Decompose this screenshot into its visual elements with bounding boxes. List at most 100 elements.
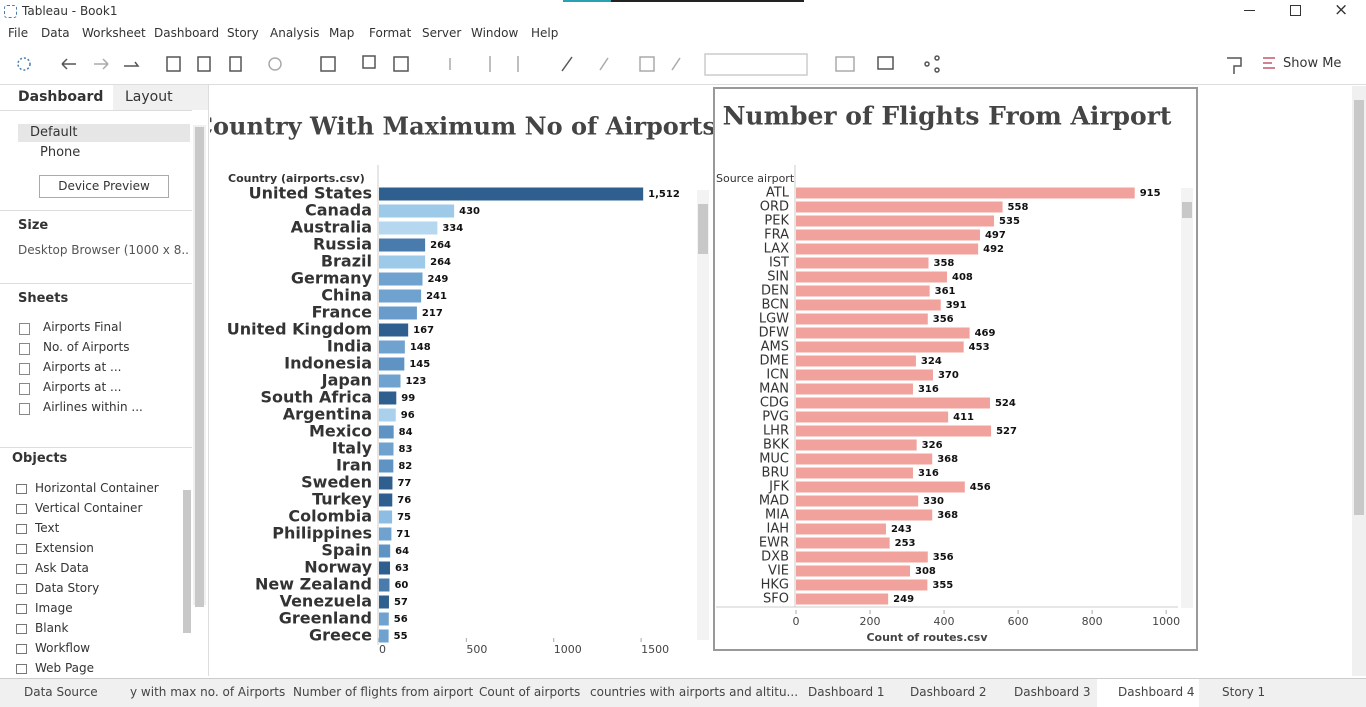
tool-icons xyxy=(17,53,1275,76)
object[interactable]: Ask Data xyxy=(35,561,89,575)
object[interactable]: Image xyxy=(35,601,73,615)
menu-item[interactable]: Dashboard xyxy=(154,26,220,40)
category-label: JFK xyxy=(768,480,789,495)
scroll-thumb[interactable] xyxy=(698,204,708,254)
scroll-thumb[interactable] xyxy=(183,490,191,633)
sheet[interactable]: No. of Airports xyxy=(43,340,130,354)
category-label: BCN xyxy=(762,298,790,313)
value-label: 316 xyxy=(918,468,939,479)
size-select[interactable]: Desktop Browser (1000 x 8... xyxy=(18,243,188,257)
category-label: Australia xyxy=(291,218,372,237)
bar xyxy=(379,527,392,541)
value-label: 492 xyxy=(983,244,1004,255)
y-axis-title: Country (airports.csv) xyxy=(228,172,365,185)
value-label: 241 xyxy=(426,291,447,302)
bar xyxy=(796,243,979,255)
menu-item[interactable]: File xyxy=(8,26,29,40)
category-label: AMS xyxy=(761,340,789,355)
bar xyxy=(379,459,394,473)
menu-item[interactable]: Help xyxy=(531,26,559,40)
category-label: MAN xyxy=(759,382,789,397)
sheet-tab[interactable]: y with max no. of Airports xyxy=(130,685,286,699)
sheet-tab[interactable]: Data Source xyxy=(24,685,98,699)
scroll-thumb[interactable] xyxy=(1182,202,1192,218)
value-label: 527 xyxy=(996,426,1017,437)
sheet-tab[interactable]: Dashboard 1 xyxy=(808,685,885,699)
value-label: 356 xyxy=(933,314,954,325)
sheet-tab[interactable]: Count of airports xyxy=(479,685,581,699)
value-label: 63 xyxy=(395,563,409,574)
device[interactable]: Default xyxy=(30,125,78,140)
category-label: South Africa xyxy=(260,388,372,407)
value-label: 308 xyxy=(915,566,936,577)
category-label: ICN xyxy=(766,368,789,383)
left-tab[interactable]: Layout xyxy=(125,89,173,105)
menu-item[interactable]: Data xyxy=(41,26,70,40)
scroll-thumb xyxy=(1354,100,1364,515)
sheet[interactable]: Airports Final xyxy=(43,320,122,334)
category-label: MUC xyxy=(759,452,789,467)
bar xyxy=(379,272,423,286)
category-label: Indonesia xyxy=(284,354,372,373)
sheet-tab[interactable]: Dashboard 2 xyxy=(910,685,987,699)
close[interactable]: × xyxy=(1334,0,1349,20)
value-label: 60 xyxy=(394,580,408,591)
category-label: MAD xyxy=(759,494,789,509)
maximize[interactable] xyxy=(1290,5,1301,16)
sheet-tab[interactable]: countries with airports and altitu... xyxy=(590,685,799,699)
sheet-tab[interactable]: Dashboard 3 xyxy=(1014,685,1091,699)
category-label: MIA xyxy=(765,508,789,523)
value-label: 469 xyxy=(975,328,996,339)
menu-item[interactable]: Story xyxy=(227,26,259,40)
x-tick-label: 500 xyxy=(466,643,487,656)
sheet[interactable]: Airports at ... xyxy=(43,380,122,394)
sheet-tab[interactable]: Story 1 xyxy=(1222,685,1266,699)
object[interactable]: Data Story xyxy=(35,581,100,595)
category-label: Mexico xyxy=(309,422,372,441)
sheet[interactable]: Airports at ... xyxy=(43,360,122,374)
menu-item[interactable]: Format xyxy=(369,26,412,40)
device-preview[interactable]: Device Preview xyxy=(39,175,169,198)
object-icon xyxy=(16,524,27,534)
menu-item[interactable]: Worksheet xyxy=(82,26,146,40)
object[interactable]: Workflow xyxy=(35,641,91,655)
bar xyxy=(796,201,1003,213)
bar xyxy=(796,215,995,227)
menu-item[interactable]: Window xyxy=(471,26,519,40)
object[interactable]: Text xyxy=(35,521,60,535)
sheet-tab[interactable]: Number of flights from airport xyxy=(293,685,474,699)
object-icon xyxy=(16,504,27,514)
menu-item[interactable]: Map xyxy=(329,26,355,40)
sheet-tab[interactable]: Dashboard 4 xyxy=(1118,685,1195,699)
object[interactable]: Extension xyxy=(35,541,94,555)
object[interactable]: Blank xyxy=(35,621,69,635)
left-tab[interactable]: Dashboard xyxy=(18,89,104,105)
value-label: 82 xyxy=(398,461,412,472)
value-label: 391 xyxy=(946,300,967,311)
bar xyxy=(379,221,438,235)
show-me[interactable]: Show Me xyxy=(1283,56,1342,71)
bar xyxy=(379,255,426,269)
category-label: Philippines xyxy=(272,524,372,543)
divider xyxy=(0,210,192,211)
object[interactable]: Web Page xyxy=(35,661,95,675)
bar xyxy=(796,523,886,535)
bar xyxy=(379,204,455,218)
x-tick-label: 0 xyxy=(379,643,386,656)
menu-item[interactable]: Server xyxy=(422,26,462,40)
menu-item[interactable]: Analysis xyxy=(270,26,320,40)
scroll-thumb[interactable] xyxy=(195,127,204,607)
object[interactable]: Vertical Container xyxy=(35,501,143,515)
bar xyxy=(796,229,980,241)
value-label: 77 xyxy=(397,478,411,489)
bar xyxy=(379,595,389,609)
bar xyxy=(379,306,417,320)
value-label: 1,512 xyxy=(648,189,680,200)
minimize[interactable] xyxy=(1244,10,1255,11)
value-label: 370 xyxy=(938,370,959,381)
sheet-icon xyxy=(19,363,30,375)
bar xyxy=(796,579,928,591)
device[interactable]: Phone xyxy=(40,145,81,160)
object[interactable]: Horizontal Container xyxy=(35,481,159,495)
sheet[interactable]: Airlines within ... xyxy=(43,400,143,414)
